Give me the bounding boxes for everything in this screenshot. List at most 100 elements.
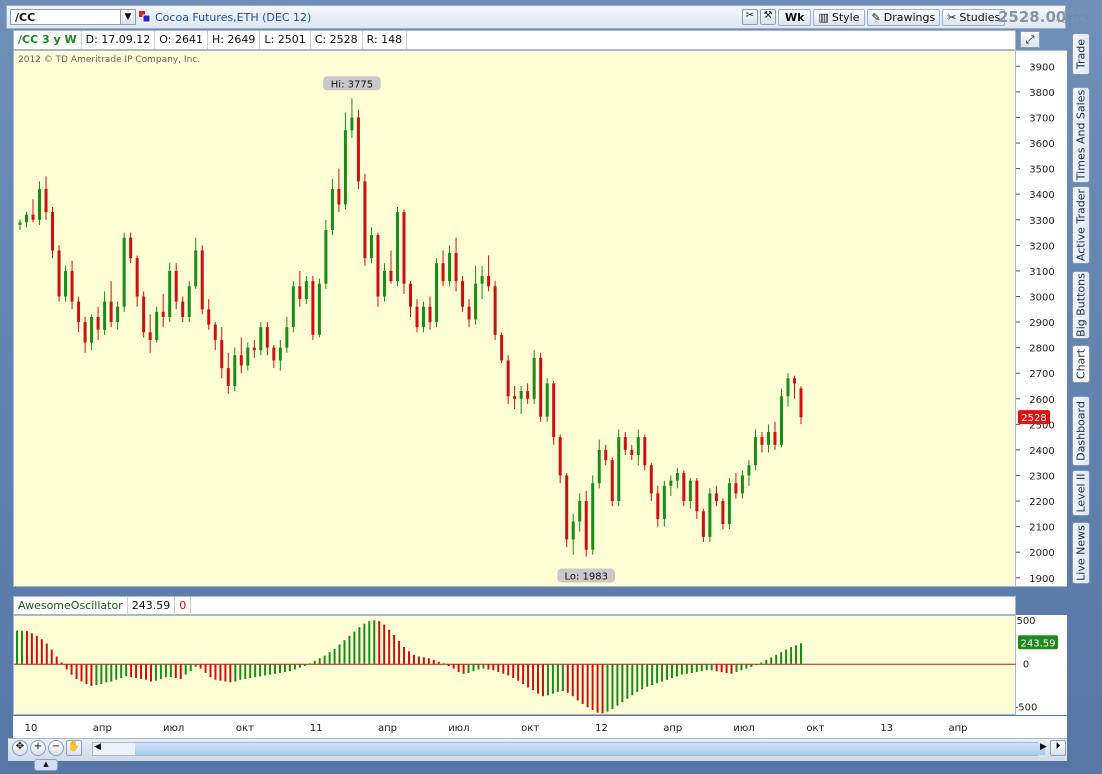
tab-live-news[interactable]: Live News <box>1072 522 1090 584</box>
hand-icon[interactable]: ✋ <box>66 740 82 756</box>
tab-trade-label: Trade <box>1074 38 1088 70</box>
scroll-right-icon[interactable]: ▶ <box>1040 742 1047 752</box>
scroll-left-icon[interactable]: ◀ <box>94 742 101 752</box>
candle-body <box>187 286 191 317</box>
scroll-end-icon[interactable]: ⏵ <box>1050 740 1066 756</box>
candle-body <box>435 263 439 323</box>
oscillator-tick-label: -500 <box>1016 702 1037 713</box>
tab-dashboard[interactable]: Dashboard <box>1072 396 1090 466</box>
oscillator-area[interactable] <box>13 615 1017 715</box>
candle-body <box>200 250 204 310</box>
range-value: R: 148 <box>363 31 408 49</box>
chart-settings-icon[interactable]: ⤢ <box>1020 31 1040 48</box>
lo-label-text: Lo: 1983 <box>564 572 608 583</box>
candle-body <box>604 449 608 461</box>
tab-chart[interactable]: Chart <box>1072 345 1090 383</box>
candle-body <box>565 475 569 540</box>
candle-body <box>695 480 699 512</box>
candle-body <box>428 306 432 323</box>
candle-body <box>239 355 243 366</box>
oscillator-value: 243.59 <box>128 596 176 615</box>
last-price-badge-text: 2528 <box>1021 413 1046 424</box>
candle-body <box>194 250 198 287</box>
candle-body <box>500 334 504 361</box>
hi-label-bg <box>323 76 381 91</box>
candle-body <box>174 270 178 302</box>
price-tick-label: 2900 <box>1029 318 1054 329</box>
expand-panel-icon[interactable]: ▲ <box>34 759 58 771</box>
price-tick-label: 2400 <box>1029 446 1054 457</box>
time-tick-label: июл <box>733 723 754 734</box>
candle-body <box>246 347 250 366</box>
symbol-input[interactable]: /CC <box>10 9 136 25</box>
candle-body <box>168 270 172 317</box>
drawings-label: Drawings <box>883 10 936 24</box>
style-button[interactable]: ▥ Style <box>813 8 865 26</box>
tab-active-trader[interactable]: Active Trader <box>1072 186 1090 264</box>
candle-body <box>265 327 269 348</box>
lo-label-bg <box>557 568 616 583</box>
zoom-controls: ✥ + − ✋ <box>12 740 82 756</box>
candle-body <box>402 212 406 284</box>
period-button[interactable]: Wk <box>778 8 812 26</box>
candle-body <box>493 286 497 335</box>
candle-body <box>714 493 718 502</box>
candle-body <box>330 189 334 230</box>
price-tick-label: 2100 <box>1029 523 1054 534</box>
drawings-button[interactable]: ✎ Drawings <box>866 8 941 26</box>
candle-body <box>623 437 627 450</box>
zoom-out-icon[interactable]: − <box>48 740 64 756</box>
zoom-in-icon[interactable]: + <box>30 740 46 756</box>
wrench-icon[interactable]: ⚒ <box>760 9 776 25</box>
symbol-dropdown-button[interactable]: ▼ <box>120 9 136 25</box>
candle-body <box>786 378 790 397</box>
toolbar-right-group: ✂ ⚒ Wk ▥ Style ✎ Drawings ✂ Studies <box>742 8 1006 26</box>
time-tick-label: 13 <box>880 723 893 734</box>
price-chart-area[interactable]: 2012 © TD Ameritrade IP Company, Inc. Hi… <box>13 50 1016 587</box>
candle-body <box>252 347 256 351</box>
candle-body <box>122 237 126 307</box>
symbol-description: Cocoa Futures,ETH (DEC 12) <box>155 11 312 24</box>
price-tick-label: 2800 <box>1029 344 1054 355</box>
candle-body <box>656 493 660 519</box>
price-tick-label: 2300 <box>1029 471 1054 482</box>
candle-body <box>64 270 68 297</box>
time-tick-label: июл <box>448 723 469 734</box>
studies-button[interactable]: ✂ Studies <box>942 8 1006 26</box>
high-value: H: 2649 <box>208 31 261 49</box>
scrollbar-thumb[interactable] <box>135 743 1045 755</box>
tab-times-and-sales[interactable]: Times And Sales <box>1072 87 1090 183</box>
close-value: C: 2528 <box>311 31 363 49</box>
candle-body <box>571 521 575 540</box>
price-tick-label: 3300 <box>1029 216 1054 227</box>
oscillator-name[interactable]: AwesomeOscillator <box>14 596 128 615</box>
crosshair-settings-icon[interactable]: ✂ <box>742 9 758 25</box>
candle-body <box>272 347 276 361</box>
candle-body <box>129 237 133 259</box>
candle-body <box>753 437 757 466</box>
oscillator-header: AwesomeOscillator 243.59 0 <box>13 596 1016 615</box>
candle-body <box>31 214 35 220</box>
symbol-lookup-icon[interactable] <box>139 11 151 23</box>
price-tick-label: 2200 <box>1029 497 1054 508</box>
candle-body <box>18 222 22 225</box>
candle-body <box>773 432 777 445</box>
candle-body <box>233 355 237 386</box>
tab-big-buttons[interactable]: Big Buttons <box>1072 271 1090 339</box>
price-tick-label: 3800 <box>1029 88 1054 99</box>
candle-body <box>454 253 458 282</box>
time-tick-label: окт <box>806 723 824 734</box>
symbol-period-label[interactable]: /CC 3 y W <box>14 31 82 49</box>
time-axis-svg: 10 апр июл окт 11 апр июл окт 12 апр июл окт 13 апр <box>25 723 968 734</box>
time-tick-label: апр <box>93 723 112 734</box>
candle-body <box>148 332 152 340</box>
last-price: 2528.00 <box>998 8 1067 26</box>
pan-icon[interactable]: ✥ <box>12 740 28 756</box>
candle-body <box>311 281 315 335</box>
candle-style-icon: ▥ <box>818 10 829 24</box>
candle-body <box>584 501 588 550</box>
tab-level-ii[interactable]: Level II <box>1072 470 1090 516</box>
tab-trade[interactable]: Trade <box>1072 33 1090 75</box>
candle-body <box>376 235 380 297</box>
candle-body <box>558 437 562 476</box>
